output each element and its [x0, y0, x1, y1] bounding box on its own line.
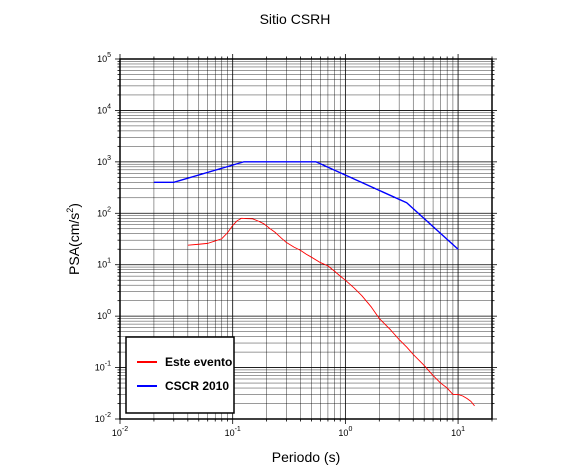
y-axis-label: PSA(cm/s2) — [65, 203, 82, 275]
y-tick-label: 101 — [97, 258, 111, 270]
series-line-cscr-2010 — [153, 161, 459, 250]
legend-label-este-evento: Este evento — [165, 355, 232, 369]
y-axis-label-main: PSA(cm/s — [66, 213, 82, 275]
y-tick-label: 102 — [97, 206, 111, 218]
series-line-este-evento — [187, 217, 475, 407]
y-axis-ticks: 10-2 10-1 100 101 102 103 104 105 — [95, 52, 497, 424]
legend-label-cscr-2010: CSCR 2010 — [165, 379, 229, 393]
y-tick-label: 104 — [97, 103, 111, 115]
x-axis-label: Periodo (s) — [272, 449, 340, 465]
plot-frame — [119, 58, 493, 420]
plot-series — [153, 161, 475, 407]
y-tick-label: 105 — [97, 52, 111, 64]
x-tick-label: 101 — [451, 426, 465, 438]
x-tick-label: 10-2 — [112, 426, 128, 438]
y-tick-label: 10-2 — [95, 412, 111, 424]
x-tick-label: 10-1 — [225, 426, 241, 438]
legend: Este evento CSCR 2010 — [125, 336, 235, 414]
y-tick-label: 103 — [97, 155, 111, 167]
x-axis-ticks: 10-2 10-1 100 101 — [112, 54, 493, 438]
y-tick-label: 10-1 — [95, 361, 111, 373]
y-tick-label: 100 — [97, 309, 111, 321]
y-axis-label-close: ) — [66, 203, 82, 208]
x-tick-label: 100 — [338, 426, 352, 438]
y-axis-label-sup: 2 — [65, 208, 75, 213]
chart-title: Sitio CSRH — [260, 11, 331, 27]
legend-box — [125, 336, 235, 414]
